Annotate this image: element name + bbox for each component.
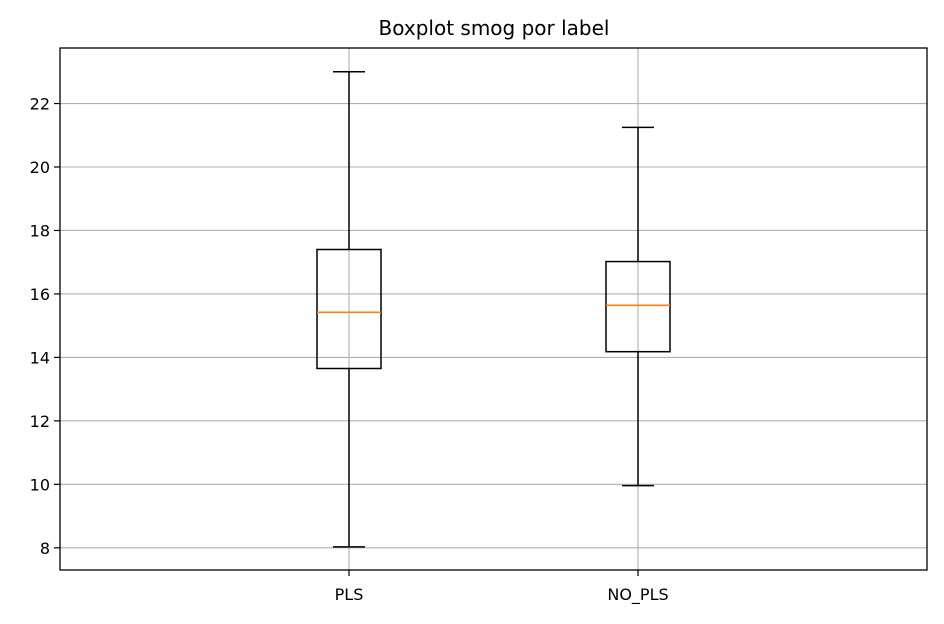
x-tick-label: PLS — [335, 585, 364, 604]
box-group-no-pls — [605, 126, 671, 487]
y-tick-label: 8 — [40, 539, 50, 558]
iqr-box — [605, 260, 671, 353]
axes: 8 10 12 14 16 18 20 22 PLS NO_PLS — [30, 95, 669, 605]
y-tick-label: 14 — [30, 348, 50, 367]
y-tick-label: 16 — [30, 285, 50, 304]
y-tick-label: 22 — [30, 95, 50, 114]
y-tick-label: 20 — [30, 158, 50, 177]
y-tick-label: 12 — [30, 412, 50, 431]
y-tick-label: 10 — [30, 475, 50, 494]
plot-frame — [59, 47, 928, 571]
iqr-box — [316, 248, 382, 370]
y-tick-label: 18 — [30, 221, 50, 240]
chart-title: Boxplot smog por label — [379, 16, 610, 40]
x-tick-label: NO_PLS — [607, 585, 668, 605]
grid-lines — [60, 48, 927, 570]
boxes — [316, 71, 671, 548]
box-group-pls — [316, 71, 382, 548]
